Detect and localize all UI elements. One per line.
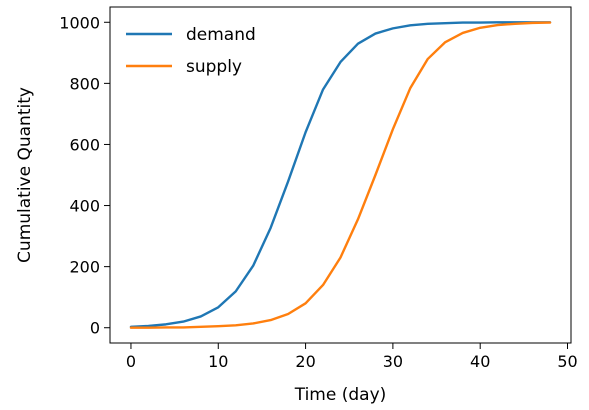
plot-area: [110, 7, 571, 343]
y-tick-label: 0: [90, 319, 100, 338]
y-tick-label: 800: [69, 74, 100, 93]
series-line-supply: [129, 21, 552, 329]
series-line-demand: [129, 21, 552, 329]
x-tick-label: 10: [208, 352, 228, 371]
x-tick-label: 0: [126, 352, 136, 371]
y-tick-label: 600: [69, 135, 100, 154]
legend-label-supply: supply: [186, 57, 242, 77]
x-tick-label: 40: [470, 352, 490, 371]
plot-frame: [109, 6, 572, 344]
legend-label-demand: demand: [186, 25, 256, 45]
x-axis-label: Time (day): [294, 385, 387, 405]
x-axis: 0 10 20 30 40 50: [126, 343, 578, 371]
y-tick-label: 400: [69, 197, 100, 216]
y-axis-label: Cumulative Quantity: [15, 87, 35, 263]
legend: demand supply: [126, 25, 256, 77]
y-tick-label: 1000: [59, 13, 100, 32]
series-layer: [129, 21, 552, 329]
y-tick-label: 200: [69, 258, 100, 277]
x-tick-label: 50: [557, 352, 577, 371]
x-tick-label: 30: [383, 352, 403, 371]
y-axis: 0 200 400 600 800 1000: [59, 13, 110, 338]
x-tick-label: 20: [295, 352, 315, 371]
